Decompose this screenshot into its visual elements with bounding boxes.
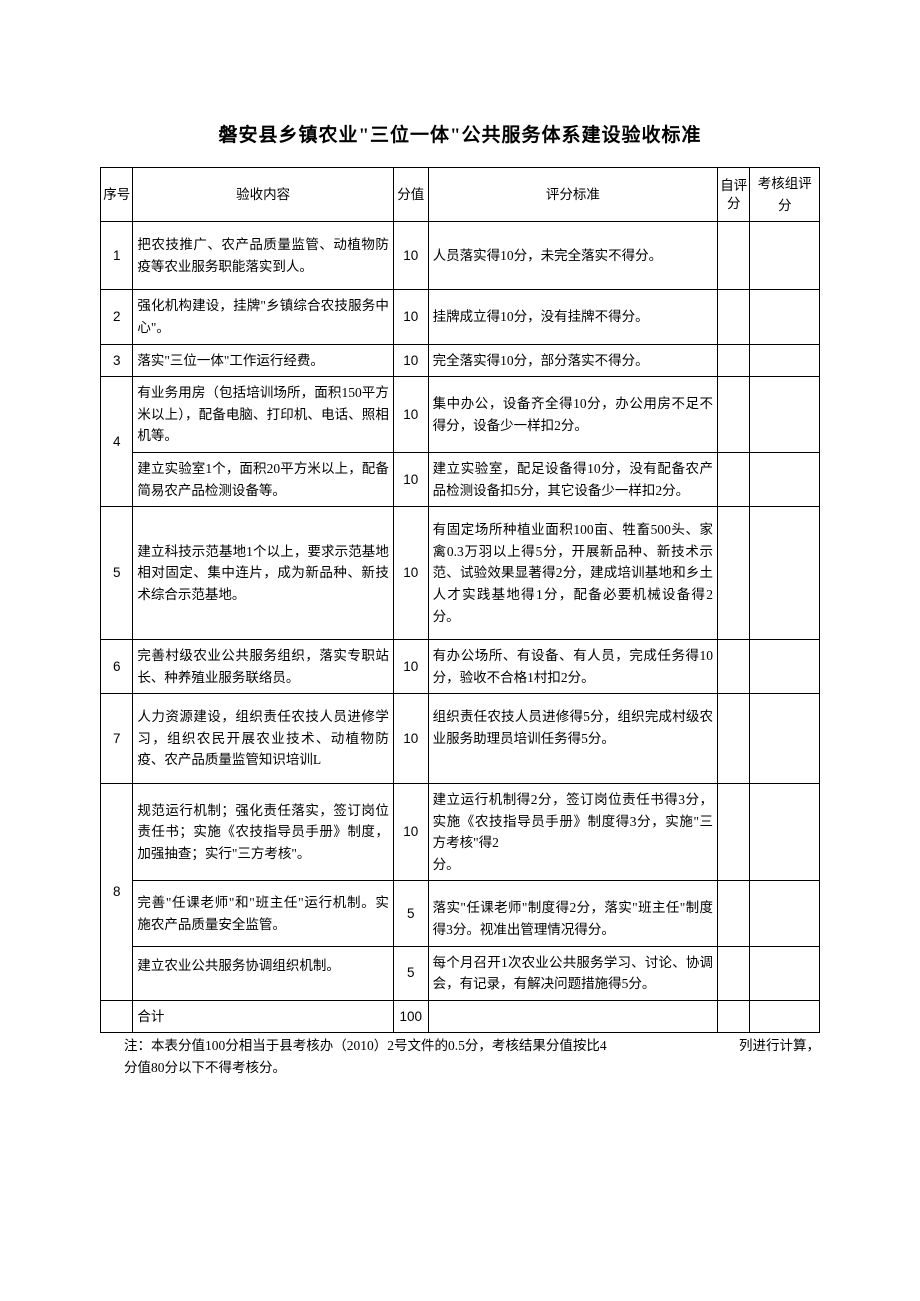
criteria-cell: 建立实验室，配足设备得10分，没有配备农产品检测设备扣5分，其它设备少一样扣2分… bbox=[428, 452, 717, 506]
score-cell: 10 bbox=[393, 784, 428, 881]
seq-cell: 7 bbox=[101, 694, 133, 784]
content-cell: 规范运行机制；强化责任落实，签订岗位责任书；实施《农技指导员手册》制度，加强抽查… bbox=[133, 784, 394, 881]
table-row: 7 人力资源建设，组织责任农技人员进修学习，组织农民开展农业技术、动植物防疫、农… bbox=[101, 694, 820, 784]
content-cell: 完善村级农业公共服务组织，落实专职站长、种养殖业服务联络员。 bbox=[133, 640, 394, 694]
content-cell: 完善"任课老师"和"班主任"运行机制。实施农产品质量安全监管。 bbox=[133, 881, 394, 946]
header-seq: 序号 bbox=[101, 168, 133, 222]
seq-cell: 2 bbox=[101, 290, 133, 344]
self-cell bbox=[718, 946, 750, 1000]
score-cell: 10 bbox=[393, 222, 428, 290]
criteria-cell: 每个月召开1次农业公共服务学习、讨论、协调会，有记录，有解决问题措施得5分。 bbox=[428, 946, 717, 1000]
footnote-line1: 注：本表分值100分相当于县考核办（2010）2号文件的0.5分，考核结果分值按… bbox=[124, 1038, 607, 1053]
header-self: 自评分 bbox=[718, 168, 750, 222]
self-cell bbox=[718, 377, 750, 453]
criteria-cell: 集中办公，设备齐全得10分，办公用房不足不得分，设备少一样扣2分。 bbox=[428, 377, 717, 453]
criteria-cell: 人员落实得10分，未完全落实不得分。 bbox=[428, 222, 717, 290]
header-criteria: 评分标准 bbox=[428, 168, 717, 222]
content-cell: 把农技推广、农产品质量监管、动植物防疫等农业服务职能落实到人。 bbox=[133, 222, 394, 290]
self-cell bbox=[718, 507, 750, 640]
table-row: 6 完善村级农业公共服务组织，落实专职站长、种养殖业服务联络员。 10 有办公场… bbox=[101, 640, 820, 694]
table-row: 1 把农技推广、农产品质量监管、动植物防疫等农业服务职能落实到人。 10 人员落… bbox=[101, 222, 820, 290]
content-cell: 强化机构建设，挂牌"乡镇综合农技服务中心"。 bbox=[133, 290, 394, 344]
table-row: 5 建立科技示范基地1个以上，要求示范基地相对固定、集中连片，成为新品种、新技术… bbox=[101, 507, 820, 640]
header-group: 考核组评分 bbox=[750, 168, 820, 222]
seq-cell: 6 bbox=[101, 640, 133, 694]
seq-cell: 8 bbox=[101, 784, 133, 1001]
group-cell bbox=[750, 784, 820, 881]
evaluation-table: 序号 验收内容 分值 评分标准 自评分 考核组评分 1 把农技推广、农产品质量监… bbox=[100, 167, 820, 1033]
score-cell: 10 bbox=[393, 377, 428, 453]
group-cell bbox=[750, 377, 820, 453]
total-self-cell bbox=[718, 1000, 750, 1033]
group-cell bbox=[750, 881, 820, 946]
header-score: 分值 bbox=[393, 168, 428, 222]
criteria-cell: 组织责任农技人员进修得5分，组织完成村级农业服务助理员培训任务得5分。 bbox=[428, 694, 717, 784]
group-cell bbox=[750, 694, 820, 784]
content-cell: 建立实验室1个，面积20平方米以上，配备简易农产品检测设备等。 bbox=[133, 452, 394, 506]
self-cell bbox=[718, 452, 750, 506]
self-cell bbox=[718, 881, 750, 946]
self-cell bbox=[718, 344, 750, 377]
seq-cell: 5 bbox=[101, 507, 133, 640]
criteria-cell: 有固定场所种植业面积100亩、牲畜500头、家禽0.3万羽以上得5分，开展新品种… bbox=[428, 507, 717, 640]
score-cell: 10 bbox=[393, 452, 428, 506]
score-cell: 10 bbox=[393, 694, 428, 784]
score-cell: 5 bbox=[393, 881, 428, 946]
score-cell: 10 bbox=[393, 640, 428, 694]
self-cell bbox=[718, 694, 750, 784]
table-row: 完善"任课老师"和"班主任"运行机制。实施农产品质量安全监管。 5 落实"任课老… bbox=[101, 881, 820, 946]
total-score-cell: 100 bbox=[393, 1000, 428, 1033]
self-cell bbox=[718, 640, 750, 694]
table-row: 建立农业公共服务协调组织机制。 5 每个月召开1次农业公共服务学习、讨论、协调会… bbox=[101, 946, 820, 1000]
content-cell: 人力资源建设，组织责任农技人员进修学习，组织农民开展农业技术、动植物防疫、农产品… bbox=[133, 694, 394, 784]
total-label-cell: 合计 bbox=[133, 1000, 394, 1033]
content-cell: 建立科技示范基地1个以上，要求示范基地相对固定、集中连片，成为新品种、新技术综合… bbox=[133, 507, 394, 640]
table-header-row: 序号 验收内容 分值 评分标准 自评分 考核组评分 bbox=[101, 168, 820, 222]
group-cell bbox=[750, 344, 820, 377]
footnote: 注：本表分值100分相当于县考核办（2010）2号文件的0.5分，考核结果分值按… bbox=[100, 1033, 820, 1078]
total-criteria-cell bbox=[428, 1000, 717, 1033]
seq-cell: 3 bbox=[101, 344, 133, 377]
table-row: 3 落实"三位一体"工作运行经费。 10 完全落实得10分，部分落实不得分。 bbox=[101, 344, 820, 377]
criteria-cell: 建立运行机制得2分，签订岗位责任书得3分，实施《农技指导员手册》制度得3分，实施… bbox=[428, 784, 717, 881]
seq-cell: 1 bbox=[101, 222, 133, 290]
seq-cell: 4 bbox=[101, 377, 133, 507]
self-cell bbox=[718, 222, 750, 290]
content-cell: 落实"三位一体"工作运行经费。 bbox=[133, 344, 394, 377]
score-cell: 10 bbox=[393, 344, 428, 377]
self-cell bbox=[718, 784, 750, 881]
self-cell bbox=[718, 290, 750, 344]
table-row-total: 合计 100 bbox=[101, 1000, 820, 1033]
group-cell bbox=[750, 290, 820, 344]
content-cell: 有业务用房（包括培训场所，面积150平方米以上），配备电脑、打印机、电话、照相机… bbox=[133, 377, 394, 453]
criteria-cell: 有办公场所、有设备、有人员，完成任务得10分，验收不合格1村扣2分。 bbox=[428, 640, 717, 694]
table-row: 4 有业务用房（包括培训场所，面积150平方米以上），配备电脑、打印机、电话、照… bbox=[101, 377, 820, 453]
group-cell bbox=[750, 222, 820, 290]
group-cell bbox=[750, 640, 820, 694]
group-cell bbox=[750, 946, 820, 1000]
document-title: 磐安县乡镇农业"三位一体"公共服务体系建设验收标准 bbox=[100, 120, 820, 147]
score-cell: 5 bbox=[393, 946, 428, 1000]
criteria-cell: 完全落实得10分，部分落实不得分。 bbox=[428, 344, 717, 377]
criteria-cell: 挂牌成立得10分，没有挂牌不得分。 bbox=[428, 290, 717, 344]
group-cell bbox=[750, 452, 820, 506]
score-cell: 10 bbox=[393, 507, 428, 640]
footnote-extra: 列进行计算， bbox=[739, 1035, 820, 1057]
total-group-cell bbox=[750, 1000, 820, 1033]
criteria-cell: 落实"任课老师"制度得2分，落实"班主任"制度得3分。视准出管理情况得分。 bbox=[428, 881, 717, 946]
total-seq-cell bbox=[101, 1000, 133, 1033]
table-row: 建立实验室1个，面积20平方米以上，配备简易农产品检测设备等。 10 建立实验室… bbox=[101, 452, 820, 506]
table-row: 8 规范运行机制；强化责任落实，签订岗位责任书；实施《农技指导员手册》制度，加强… bbox=[101, 784, 820, 881]
table-row: 2 强化机构建设，挂牌"乡镇综合农技服务中心"。 10 挂牌成立得10分，没有挂… bbox=[101, 290, 820, 344]
header-content: 验收内容 bbox=[133, 168, 394, 222]
score-cell: 10 bbox=[393, 290, 428, 344]
group-cell bbox=[750, 507, 820, 640]
footnote-line2: 分值80分以下不得考核分。 bbox=[124, 1060, 286, 1075]
content-cell: 建立农业公共服务协调组织机制。 bbox=[133, 946, 394, 1000]
